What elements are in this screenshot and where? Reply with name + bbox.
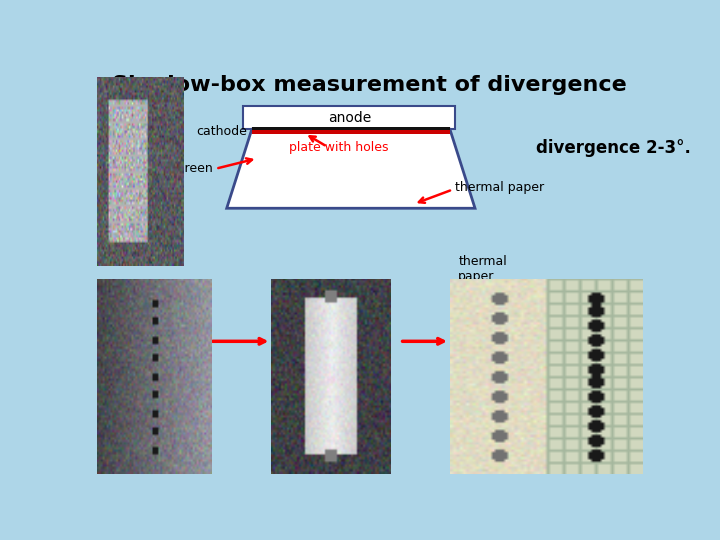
- Bar: [252, 127, 450, 131]
- Bar: [252, 131, 450, 134]
- Polygon shape: [227, 129, 475, 208]
- Bar: [243, 106, 456, 129]
- Text: screen: screen: [171, 162, 213, 176]
- Text: thermal
paper: thermal paper: [314, 325, 363, 353]
- Text: 9 holes
⊅2 mm: 9 holes ⊅2 mm: [138, 314, 206, 353]
- Text: anode: anode: [328, 111, 371, 125]
- Text: thermal
paper: thermal paper: [459, 254, 507, 282]
- Text: divergence 2-3°.: divergence 2-3°.: [536, 139, 691, 157]
- Text: cathode: cathode: [197, 125, 248, 138]
- Text: thermal paper: thermal paper: [456, 181, 544, 194]
- Text: Shadow-box measurement of divergence: Shadow-box measurement of divergence: [112, 75, 626, 95]
- Text: plate with holes: plate with holes: [289, 141, 388, 154]
